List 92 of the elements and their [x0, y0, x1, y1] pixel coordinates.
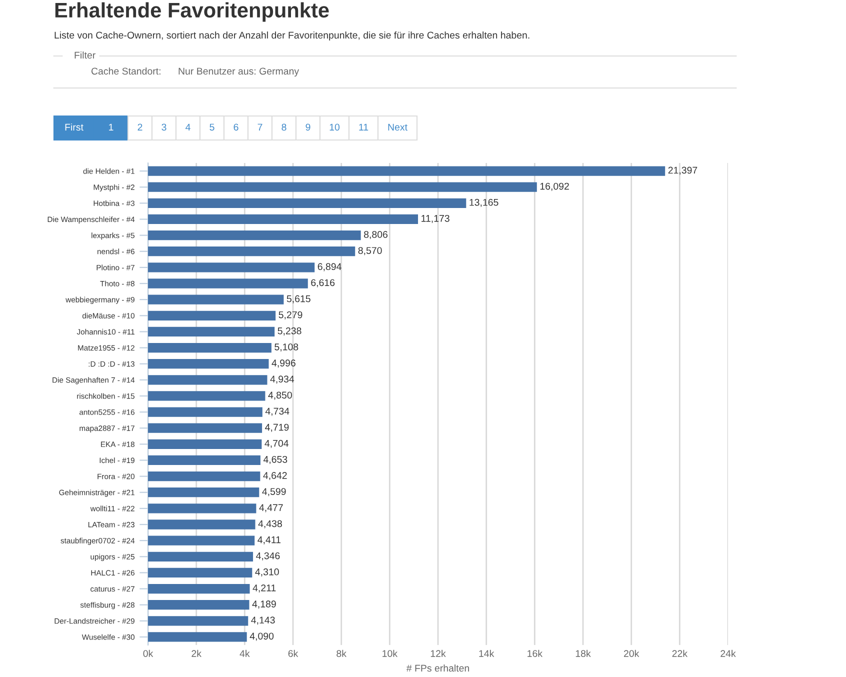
bar	[148, 632, 247, 642]
bar	[148, 600, 250, 610]
text: 7	[258, 124, 262, 131]
data-label: 11,173	[422, 214, 450, 223]
data-label: 4,189	[252, 600, 276, 609]
data-label: 4,704	[264, 440, 288, 448]
bar	[148, 214, 418, 224]
text: Cache Standort:	[91, 67, 160, 75]
bar	[148, 278, 308, 288]
x-tick-label: 6k	[288, 650, 298, 657]
data-label: 4,996	[272, 360, 296, 368]
x-tick-label: 14k	[479, 650, 494, 657]
data-label: 21,397	[668, 166, 698, 175]
bar	[148, 198, 466, 208]
bar	[148, 407, 262, 417]
text: 3	[162, 124, 166, 131]
bar	[148, 552, 254, 562]
chart-subtitle: Liste von Cache-Ownern, sortiert nach der Anzahl der Favoritenpunkte, die sie für ihre Caches erhalten haben.	[54, 31, 530, 41]
bar	[148, 246, 356, 256]
bar	[148, 342, 272, 353]
bar	[148, 504, 256, 514]
bar	[148, 616, 248, 626]
data-label: 4,850	[268, 392, 292, 400]
x-tick-label: 22k	[672, 650, 688, 657]
data-label: 4,090	[250, 632, 274, 641]
x-tick-label: 0k	[143, 650, 154, 657]
data-label: 4,310	[255, 568, 279, 576]
bar	[148, 584, 250, 594]
data-label: 5,615	[286, 295, 310, 304]
text: 4	[186, 124, 190, 131]
data-label: 4,734	[265, 408, 290, 416]
data-label: 5,108	[274, 343, 298, 352]
text: 2	[138, 124, 142, 131]
bar	[148, 471, 260, 482]
x-tick-label: 20k	[624, 650, 640, 657]
data-label: 16,092	[540, 182, 569, 191]
data-label: 4,642	[263, 472, 287, 480]
bar	[148, 423, 262, 433]
bar	[148, 359, 269, 369]
bar	[148, 391, 266, 401]
text: 10	[330, 124, 340, 131]
data-label: 6,894	[318, 263, 342, 272]
bar	[148, 439, 262, 449]
bar	[148, 520, 256, 530]
data-label: 4,653	[263, 456, 288, 464]
text: Next	[388, 124, 408, 131]
data-label: 4,719	[265, 424, 289, 432]
data-label: 13,165	[470, 198, 498, 207]
bar	[148, 166, 666, 176]
bar	[148, 375, 268, 385]
data-label: 5,279	[278, 311, 302, 320]
bar	[148, 262, 315, 272]
x-axis-title: # FPs erhalten	[406, 664, 469, 672]
x-tick-label: 12k	[430, 650, 446, 657]
x-tick-label: 18k	[576, 650, 591, 657]
text: First	[65, 123, 84, 131]
bar	[148, 568, 252, 578]
data-label: 8,806	[364, 231, 388, 240]
bar	[148, 536, 255, 546]
text: 6	[234, 124, 238, 131]
bar	[148, 294, 284, 304]
data-label: 4,143	[251, 616, 275, 625]
data-label: 4,211	[252, 584, 276, 593]
data-label: 4,477	[259, 504, 283, 512]
chart-title: Erhaltende Favoritenpunkte	[55, 2, 329, 22]
x-tick-label: 10k	[382, 650, 398, 657]
text: 1	[109, 124, 114, 131]
data-label: 5,238	[278, 327, 302, 336]
data-label: 4,411	[258, 536, 281, 544]
text: 8	[282, 124, 286, 131]
data-label: 4,438	[258, 520, 282, 528]
data-label: 4,599	[262, 488, 286, 496]
bar	[148, 326, 275, 337]
bar	[148, 310, 276, 320]
text: 5	[210, 124, 214, 131]
text: 9	[306, 124, 310, 131]
x-tick-label: 8k	[336, 650, 346, 657]
x-tick-label: 16k	[528, 650, 543, 657]
bar	[148, 230, 361, 240]
data-label: 6,616	[311, 279, 335, 288]
bar	[148, 455, 260, 466]
bar	[148, 182, 537, 192]
data-label: 4,934	[270, 376, 294, 384]
text: Nur Benutzer aus: Germany	[178, 68, 300, 77]
text: Filter	[74, 51, 96, 59]
x-tick-label: 24k	[720, 650, 736, 657]
data-label: 8,570	[358, 247, 382, 256]
text: 11	[359, 124, 368, 131]
x-tick-label: 4k	[240, 650, 250, 657]
x-tick-label: 2k	[192, 650, 202, 657]
bar	[148, 488, 260, 498]
data-label: 4,346	[256, 552, 280, 560]
